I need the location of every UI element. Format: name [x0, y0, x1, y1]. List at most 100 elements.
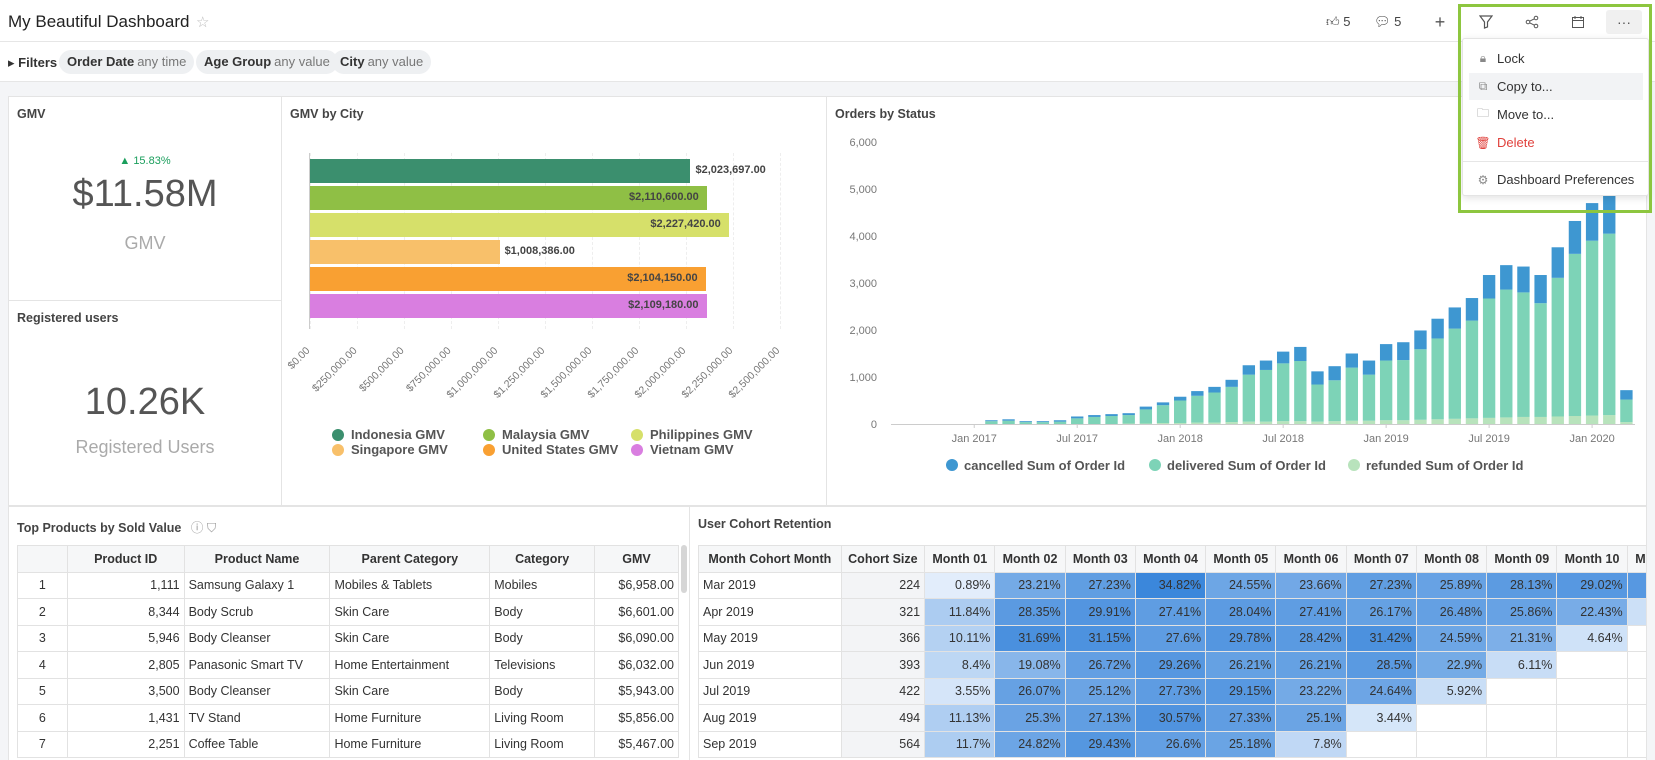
order-bar-segment[interactable]	[1122, 413, 1135, 416]
order-bar-segment[interactable]	[1620, 390, 1633, 400]
order-bar-segment[interactable]	[1311, 371, 1324, 385]
order-bar-segment[interactable]	[1174, 423, 1187, 424]
column-header[interactable]: Month 11	[1626, 545, 1646, 573]
column-header[interactable]: Parent Category	[329, 545, 491, 573]
order-bar-segment[interactable]	[985, 420, 998, 422]
order-bar-segment[interactable]	[1534, 416, 1547, 424]
filter-chip-city[interactable]: City any value	[332, 50, 432, 74]
column-header[interactable]: Month 07	[1345, 545, 1417, 573]
order-bar-segment[interactable]	[1174, 396, 1187, 401]
order-bar-segment[interactable]	[1585, 415, 1599, 424]
order-bar-segment[interactable]	[1071, 418, 1084, 424]
order-bar-segment[interactable]	[1534, 303, 1547, 417]
order-bar-segment[interactable]	[1294, 346, 1307, 362]
gmv-bar[interactable]	[310, 294, 707, 318]
order-bar-segment[interactable]	[1328, 380, 1341, 422]
menu-item-lock[interactable]: 🔒︎ Lock	[1469, 45, 1643, 72]
order-bar-segment[interactable]	[1191, 395, 1204, 423]
order-bar-segment[interactable]	[1379, 344, 1393, 361]
menu-item-move[interactable]: 🗀 Move to...	[1469, 101, 1643, 128]
column-header[interactable]: Month 08	[1415, 545, 1488, 573]
info-icon[interactable]: ⓘ	[190, 521, 204, 535]
order-bar-segment[interactable]	[1482, 298, 1496, 418]
gmv-bar[interactable]	[310, 240, 500, 264]
order-bar-segment[interactable]	[1379, 420, 1393, 424]
legend-label[interactable]: delivered Sum of Order Id	[1167, 458, 1326, 473]
order-bar-segment[interactable]	[1568, 220, 1582, 254]
order-bar-segment[interactable]	[1002, 419, 1015, 421]
order-bar-segment[interactable]	[1585, 240, 1599, 416]
order-bar-segment[interactable]	[1276, 363, 1290, 422]
column-header[interactable]: Month 06	[1275, 545, 1347, 573]
order-bar-segment[interactable]	[1242, 421, 1256, 424]
order-bar-segment[interactable]	[1036, 421, 1050, 423]
order-bar-segment[interactable]	[1259, 360, 1273, 370]
order-bar-segment[interactable]	[1620, 422, 1633, 424]
order-bar-segment[interactable]	[985, 421, 998, 424]
order-bar-segment[interactable]	[1500, 417, 1513, 424]
order-bar-segment[interactable]	[1088, 415, 1101, 417]
order-bar-segment[interactable]	[1500, 289, 1513, 418]
order-bar-segment[interactable]	[1156, 423, 1170, 424]
order-bar-segment[interactable]	[1139, 406, 1153, 410]
order-bar-segment[interactable]	[1276, 421, 1290, 424]
more-options-icon[interactable]: ···	[1606, 10, 1642, 34]
order-bar-segment[interactable]	[1328, 421, 1341, 424]
column-header[interactable]: Month 10	[1556, 545, 1628, 573]
order-bar-segment[interactable]	[1362, 374, 1376, 421]
order-bar-segment[interactable]	[1603, 191, 1616, 234]
legend-item[interactable]: Singapore GMV	[332, 442, 448, 457]
order-bar-segment[interactable]	[1585, 203, 1599, 241]
favorite-star-icon[interactable]: ☆	[196, 14, 210, 31]
legend-item[interactable]: Malaysia GMV	[483, 427, 589, 442]
order-bar-segment[interactable]	[1071, 416, 1084, 419]
order-bar-segment[interactable]	[1105, 416, 1118, 424]
order-bar-segment[interactable]	[1053, 420, 1067, 422]
order-bar-segment[interactable]	[1397, 360, 1410, 421]
order-bar-segment[interactable]	[1568, 416, 1582, 424]
column-header[interactable]: Month 04	[1134, 545, 1207, 573]
legend-item[interactable]: United States GMV	[483, 442, 618, 457]
order-bar-segment[interactable]	[1036, 422, 1050, 424]
order-bar-segment[interactable]	[1465, 418, 1479, 424]
order-bar-segment[interactable]	[1448, 328, 1461, 419]
column-header[interactable]: Month Cohort Month	[698, 545, 842, 573]
order-bar-segment[interactable]	[1431, 419, 1444, 424]
order-bar-segment[interactable]	[1311, 421, 1324, 424]
order-bar-segment[interactable]	[1053, 421, 1067, 424]
column-header[interactable]: Cohort Size	[840, 545, 926, 573]
order-bar-segment[interactable]	[1465, 298, 1479, 321]
column-header[interactable]: Month 02	[994, 545, 1066, 573]
add-icon[interactable]: +	[1434, 11, 1446, 32]
order-bar-segment[interactable]	[1568, 253, 1582, 417]
order-bar-segment[interactable]	[1431, 318, 1444, 339]
table-row[interactable]: 2 8,344 Body Scrub Skin Care Body $6,601.00	[17, 598, 679, 626]
legend-item[interactable]: Philippines GMV	[631, 427, 753, 442]
order-bar-segment[interactable]	[1105, 414, 1118, 417]
comments-button[interactable]: 💬︎ 5	[1374, 14, 1401, 30]
order-bar-segment[interactable]	[1174, 400, 1187, 424]
order-bar-segment[interactable]	[1414, 349, 1427, 420]
order-bar-segment[interactable]	[1259, 369, 1273, 422]
order-bar-segment[interactable]	[1397, 342, 1410, 361]
order-bar-segment[interactable]	[1551, 247, 1564, 278]
order-bar-segment[interactable]	[1517, 266, 1530, 293]
share-icon[interactable]	[1514, 10, 1550, 34]
order-bar-segment[interactable]	[1362, 360, 1376, 375]
order-bar-segment[interactable]	[1345, 420, 1358, 424]
order-bar-segment[interactable]	[1191, 422, 1204, 424]
order-bar-segment[interactable]	[1122, 415, 1135, 424]
order-bar-segment[interactable]	[1431, 338, 1444, 420]
order-bar-segment[interactable]	[1088, 416, 1101, 424]
order-bar-segment[interactable]	[1379, 360, 1393, 421]
filters-toggle[interactable]: ▸ Filters	[8, 55, 58, 70]
column-header[interactable]: Product Name	[183, 545, 331, 573]
order-bar-segment[interactable]	[1019, 422, 1032, 424]
column-header[interactable]: Product ID	[66, 545, 185, 573]
order-bar-segment[interactable]	[1551, 277, 1564, 417]
order-bar-segment[interactable]	[1328, 366, 1341, 381]
legend-label[interactable]: refunded Sum of Order Id	[1366, 458, 1524, 473]
table-row[interactable]: 7 2,251 Coffee Table Home Furniture Living R…	[17, 730, 679, 758]
likes-button[interactable]: 👍︎ 5	[1326, 14, 1350, 30]
column-header[interactable]: Month 09	[1486, 545, 1558, 573]
